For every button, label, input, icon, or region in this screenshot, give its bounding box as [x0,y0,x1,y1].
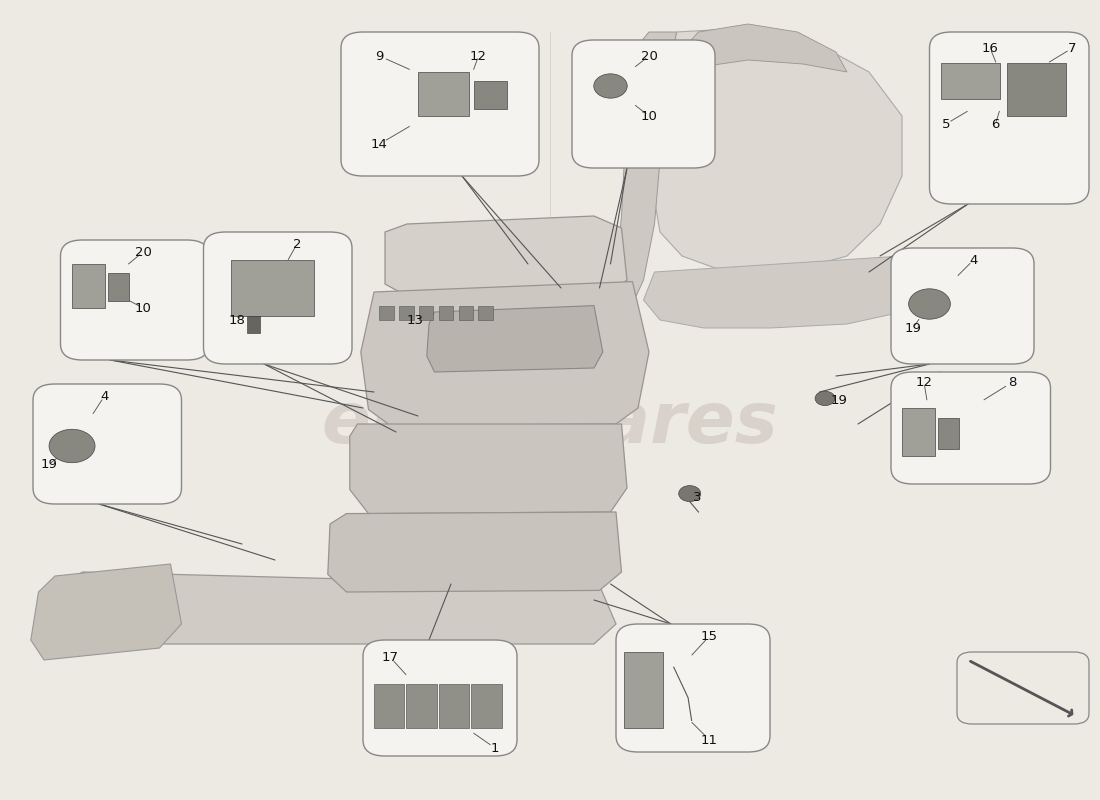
FancyBboxPatch shape [33,384,182,504]
Text: 19: 19 [41,458,58,470]
Polygon shape [610,32,676,304]
Polygon shape [427,306,603,372]
Bar [459,306,473,320]
Polygon shape [350,424,627,514]
Text: 1: 1 [491,742,499,754]
Text: 19: 19 [830,394,847,406]
Text: 12: 12 [915,376,933,389]
Bar [399,306,414,320]
Bar [231,260,314,316]
Bar [938,418,959,449]
Text: 10: 10 [640,110,658,122]
Text: 20: 20 [640,50,658,62]
Text: 6: 6 [991,118,1000,130]
Bar [407,684,437,728]
Circle shape [50,430,95,462]
FancyBboxPatch shape [363,640,517,756]
Text: eurospares: eurospares [321,390,779,458]
Text: 8: 8 [1008,376,1016,389]
Bar [940,63,1000,99]
Bar [108,273,129,302]
Bar [439,306,453,320]
Text: 4: 4 [100,390,109,402]
Text: 7: 7 [1068,42,1077,54]
Polygon shape [644,256,918,328]
Text: 12: 12 [470,50,487,62]
Polygon shape [385,216,627,296]
Bar [478,306,493,320]
Text: 13: 13 [407,314,424,326]
Bar [248,316,260,333]
Text: 9: 9 [375,50,384,62]
Text: 5: 5 [942,118,950,130]
Text: 10: 10 [134,302,152,314]
FancyBboxPatch shape [616,624,770,752]
Bar [419,306,433,320]
Bar [471,684,502,728]
Circle shape [909,289,950,319]
FancyBboxPatch shape [930,32,1089,204]
Circle shape [594,74,627,98]
Polygon shape [328,512,622,592]
Polygon shape [671,24,847,76]
Bar [1006,62,1066,116]
Bar [72,264,104,308]
Text: 18: 18 [228,314,245,326]
Polygon shape [361,282,649,426]
Text: 3: 3 [693,491,702,504]
FancyBboxPatch shape [572,40,715,168]
Text: 15: 15 [701,630,718,642]
Bar [439,684,470,728]
Polygon shape [31,564,182,660]
Text: 2: 2 [293,238,301,250]
Circle shape [679,486,701,502]
Bar [379,306,394,320]
Text: 17: 17 [382,651,399,664]
Bar [624,652,663,728]
Bar [374,684,405,728]
Text: 19: 19 [904,322,922,334]
Polygon shape [60,572,616,644]
Text: 20: 20 [134,246,152,258]
Bar [418,72,470,116]
Circle shape [815,391,835,406]
FancyBboxPatch shape [60,240,209,360]
Polygon shape [654,28,902,272]
FancyBboxPatch shape [341,32,539,176]
Text: 4: 4 [969,254,978,266]
Text: 11: 11 [701,734,718,746]
FancyBboxPatch shape [204,232,352,364]
Text: 14: 14 [371,138,388,150]
Bar [474,81,507,110]
FancyBboxPatch shape [891,372,1050,484]
FancyBboxPatch shape [891,248,1034,364]
Bar [902,408,935,456]
Text: 16: 16 [981,42,999,54]
FancyBboxPatch shape [957,652,1089,724]
